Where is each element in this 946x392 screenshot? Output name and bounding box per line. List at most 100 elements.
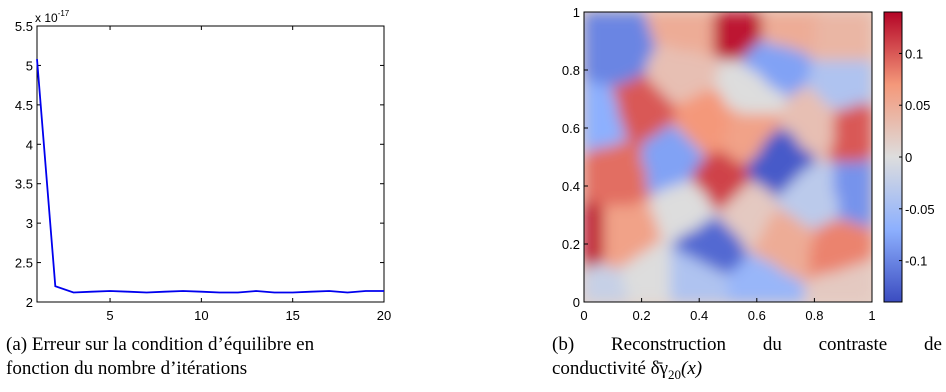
heatmap-cell: [598, 36, 604, 42]
heatmap-cell: [814, 31, 820, 37]
heatmap-cell: [867, 118, 872, 124]
heatmap-cell: [588, 137, 595, 144]
heatmap-cell: [598, 26, 604, 32]
heatmap-cell: [588, 65, 595, 71]
heatmap-cell: [824, 132, 830, 139]
heatmap-cell: [627, 84, 633, 90]
heatmap-cell: [771, 292, 777, 298]
heatmap-cell: [776, 297, 782, 302]
heatmap-cell: [776, 215, 782, 221]
heatmap-cell: [588, 239, 595, 245]
heatmap-cell: [728, 161, 734, 168]
heatmap-cell: [828, 137, 835, 144]
heatmap-cell: [737, 166, 743, 173]
heatmap-cell: [761, 65, 767, 71]
heatmap-cell: [838, 123, 844, 129]
heatmap-cell: [584, 186, 590, 192]
heatmap-cell: [756, 210, 763, 216]
heatmap-cell: [862, 239, 868, 245]
heatmap-cell: [809, 65, 815, 71]
heatmap-cell: [718, 50, 724, 57]
heatmap-cell: [848, 84, 854, 90]
heatmap-cell: [852, 21, 859, 28]
heatmap-cell: [828, 84, 835, 90]
heatmap-cell: [704, 103, 710, 110]
heatmap-cell: [814, 65, 820, 71]
heatmap-cell: [723, 60, 729, 66]
heatmap-cell: [689, 132, 695, 139]
heatmap-cell: [680, 142, 686, 148]
heatmap-cell: [584, 277, 590, 284]
heatmap-cell: [742, 132, 748, 139]
heatmap-cell: [680, 277, 686, 284]
heatmap-cell: [713, 244, 719, 250]
heatmap-cell: [742, 50, 748, 57]
heatmap-cell: [766, 195, 772, 202]
heatmap-cell: [809, 273, 815, 279]
heatmap-cell: [843, 113, 849, 119]
heatmap-cell: [708, 128, 715, 134]
heatmap-cell: [694, 21, 700, 28]
heatmap-cell: [704, 200, 710, 206]
heatmap-cell: [771, 21, 777, 28]
heatmap-cell: [824, 70, 830, 76]
heatmap-cell: [843, 210, 849, 216]
heatmap-cell: [828, 263, 835, 269]
heatmap-cell: [728, 65, 734, 71]
heatmap-cell: [819, 108, 825, 115]
heatmap-cell: [838, 166, 844, 173]
heatmap-cell: [785, 200, 791, 206]
heatmap-cell: [867, 70, 872, 76]
heatmap-cell: [814, 224, 820, 231]
heatmap-cell: [747, 186, 753, 192]
heatmap-cell: [752, 128, 758, 134]
heatmap-cell: [622, 239, 628, 245]
heatmap-cell: [742, 190, 748, 197]
heatmap-cell: [828, 89, 835, 95]
heatmap-cell: [771, 74, 777, 81]
heatmap-cell: [795, 166, 801, 173]
heatmap-cell: [636, 239, 643, 245]
heatmap-cell: [862, 287, 868, 293]
heatmap-cell: [632, 94, 638, 100]
heatmap-cell: [828, 12, 835, 18]
heatmap-cell: [800, 219, 806, 226]
heatmap-cell: [584, 108, 590, 115]
heatmap-cell: [752, 108, 758, 115]
heatmap-cell: [737, 132, 743, 139]
heatmap-cell: [838, 84, 844, 90]
heatmap-cell: [704, 239, 710, 245]
heatmap-cell: [708, 103, 715, 110]
heatmap-cell: [584, 55, 590, 61]
heatmap-cell: [728, 200, 734, 206]
heatmap-cell: [632, 142, 638, 148]
heatmap-cell: [593, 137, 599, 144]
heatmap-cell: [780, 132, 787, 139]
heatmap-cell: [833, 292, 839, 298]
heatmap-cell: [804, 79, 811, 86]
heatmap-cell: [756, 268, 763, 274]
heatmap-cell: [622, 229, 628, 235]
heatmap-cell: [728, 108, 734, 115]
heatmap-cell: [848, 12, 854, 18]
heatmap-cell: [704, 137, 710, 144]
heatmap-cell: [824, 21, 830, 28]
heatmap-cell: [843, 60, 849, 66]
heatmap-cell: [824, 65, 830, 71]
heatmap-cell: [694, 186, 700, 192]
heatmap-cell: [603, 253, 609, 260]
caption-b-line-1: (b) Reconstruction du contraste de: [552, 333, 942, 357]
heatmap-cell: [622, 152, 628, 158]
heatmap-cell: [708, 84, 715, 90]
heatmap-cell: [809, 157, 815, 163]
heatmap-cell: [843, 132, 849, 139]
x-tick-label: 0.2: [633, 308, 651, 323]
heatmap-cell: [603, 94, 609, 100]
heatmap-cell: [824, 118, 830, 124]
heatmap-cell: [632, 244, 638, 250]
heatmap-cell: [819, 297, 825, 302]
heatmap-cell: [608, 157, 614, 163]
heatmap-cell: [857, 239, 863, 245]
heatmap-cell: [833, 253, 839, 260]
heatmap-cell: [608, 41, 614, 47]
